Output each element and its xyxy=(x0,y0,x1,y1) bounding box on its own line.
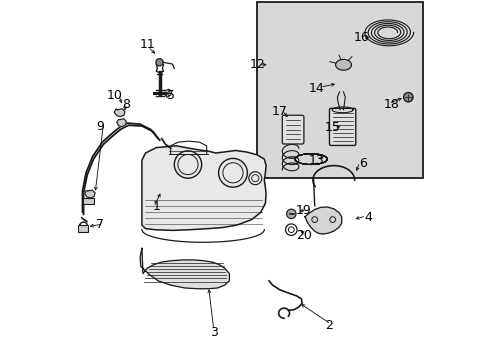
Text: 17: 17 xyxy=(271,105,287,118)
Text: 16: 16 xyxy=(353,31,368,44)
Text: 14: 14 xyxy=(308,82,324,95)
Circle shape xyxy=(286,209,295,219)
Polygon shape xyxy=(165,89,171,97)
Polygon shape xyxy=(140,248,229,289)
Text: 3: 3 xyxy=(209,327,217,339)
Text: 19: 19 xyxy=(295,204,311,217)
Text: 6: 6 xyxy=(359,157,366,170)
Text: 8: 8 xyxy=(122,98,130,111)
Text: 9: 9 xyxy=(96,120,103,132)
Polygon shape xyxy=(305,207,341,234)
Polygon shape xyxy=(84,190,95,198)
PathPatch shape xyxy=(142,146,265,230)
Text: 4: 4 xyxy=(364,211,372,224)
Text: 10: 10 xyxy=(107,89,122,102)
Bar xyxy=(83,198,94,204)
Bar xyxy=(257,2,422,178)
Bar xyxy=(78,225,88,232)
Text: 2: 2 xyxy=(325,319,332,332)
Polygon shape xyxy=(114,109,125,117)
Circle shape xyxy=(285,224,296,235)
Text: 7: 7 xyxy=(96,219,103,231)
Text: 15: 15 xyxy=(324,121,340,134)
Polygon shape xyxy=(117,119,126,127)
Text: 18: 18 xyxy=(384,98,399,111)
Circle shape xyxy=(156,59,163,66)
Text: 12: 12 xyxy=(249,58,264,71)
Polygon shape xyxy=(335,59,351,70)
Text: 5: 5 xyxy=(166,89,174,102)
Text: 1: 1 xyxy=(152,201,160,213)
FancyBboxPatch shape xyxy=(282,115,303,144)
FancyBboxPatch shape xyxy=(329,108,355,145)
Circle shape xyxy=(403,93,412,102)
Text: 20: 20 xyxy=(295,229,311,242)
Text: 13: 13 xyxy=(308,154,324,167)
Text: 11: 11 xyxy=(140,39,156,51)
